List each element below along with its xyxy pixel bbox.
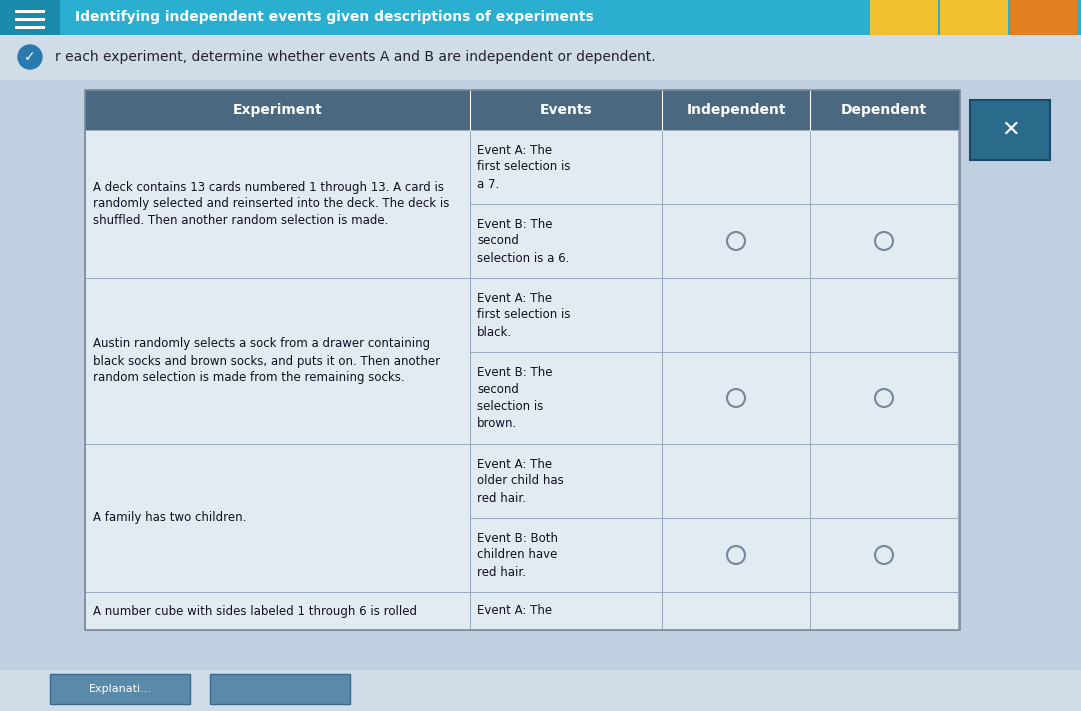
Circle shape bbox=[18, 45, 42, 69]
Bar bbox=[0, 35, 1081, 80]
Text: Dependent: Dependent bbox=[841, 103, 927, 117]
Bar bbox=[662, 592, 810, 630]
Text: Event B: The
second
selection is a 6.: Event B: The second selection is a 6. bbox=[477, 218, 570, 264]
Text: ✓: ✓ bbox=[24, 50, 36, 64]
Bar bbox=[1010, 0, 1078, 35]
Text: Event A: The
first selection is
a 7.: Event A: The first selection is a 7. bbox=[477, 144, 571, 191]
Bar bbox=[210, 674, 350, 704]
Bar bbox=[0, 670, 1081, 711]
Bar bbox=[0, 0, 61, 35]
Bar bbox=[0, 0, 1081, 35]
Text: ✕: ✕ bbox=[1001, 120, 1019, 140]
Bar bbox=[662, 130, 810, 204]
Circle shape bbox=[875, 389, 893, 407]
Bar bbox=[85, 90, 960, 130]
Bar bbox=[85, 90, 960, 630]
Bar bbox=[810, 518, 958, 592]
Text: Event B: Both
children have
red hair.: Event B: Both children have red hair. bbox=[477, 532, 558, 579]
Text: Identifying independent events given descriptions of experiments: Identifying independent events given des… bbox=[75, 10, 593, 24]
Text: Austin randomly selects a sock from a drawer containing
black socks and brown so: Austin randomly selects a sock from a dr… bbox=[93, 338, 440, 385]
Bar bbox=[15, 26, 45, 29]
Text: Events: Events bbox=[539, 103, 592, 117]
Bar bbox=[15, 18, 45, 21]
Text: Event A: The
first selection is
black.: Event A: The first selection is black. bbox=[477, 292, 571, 338]
Bar bbox=[970, 100, 1050, 160]
Text: Event B: The
second
selection is
brown.: Event B: The second selection is brown. bbox=[477, 366, 552, 430]
Bar bbox=[85, 278, 470, 444]
Bar bbox=[85, 444, 470, 592]
Bar bbox=[15, 10, 45, 13]
Bar bbox=[940, 0, 1007, 35]
Text: A number cube with sides labeled 1 through 6 is rolled: A number cube with sides labeled 1 throu… bbox=[93, 604, 417, 617]
Bar bbox=[810, 204, 958, 278]
Bar bbox=[50, 674, 190, 704]
Bar bbox=[662, 518, 810, 592]
Bar bbox=[662, 204, 810, 278]
Circle shape bbox=[875, 232, 893, 250]
Circle shape bbox=[875, 546, 893, 564]
Bar bbox=[470, 278, 662, 352]
Bar bbox=[85, 130, 470, 278]
Circle shape bbox=[728, 232, 745, 250]
Text: Experiment: Experiment bbox=[232, 103, 322, 117]
Circle shape bbox=[728, 389, 745, 407]
Bar bbox=[470, 352, 662, 444]
Text: Explanati...: Explanati... bbox=[89, 684, 151, 694]
Bar bbox=[662, 352, 810, 444]
Bar bbox=[662, 278, 810, 352]
Text: Event A: The: Event A: The bbox=[477, 604, 552, 617]
Text: r each experiment, determine whether events A and B are independent or dependent: r each experiment, determine whether eve… bbox=[55, 50, 655, 64]
Bar bbox=[810, 130, 958, 204]
Text: A deck contains 13 cards numbered 1 through 13. A card is
randomly selected and : A deck contains 13 cards numbered 1 thro… bbox=[93, 181, 450, 228]
Bar bbox=[470, 592, 662, 630]
Bar bbox=[810, 592, 958, 630]
Bar bbox=[810, 444, 958, 518]
Text: Independent: Independent bbox=[686, 103, 786, 117]
Bar bbox=[470, 518, 662, 592]
Text: Event A: The
older child has
red hair.: Event A: The older child has red hair. bbox=[477, 457, 564, 505]
Bar bbox=[470, 130, 662, 204]
Bar bbox=[870, 0, 938, 35]
Bar bbox=[810, 352, 958, 444]
Bar bbox=[470, 444, 662, 518]
Bar bbox=[662, 444, 810, 518]
Bar bbox=[85, 592, 470, 630]
Circle shape bbox=[728, 546, 745, 564]
Text: A family has two children.: A family has two children. bbox=[93, 511, 246, 525]
Bar bbox=[470, 204, 662, 278]
Bar bbox=[810, 278, 958, 352]
